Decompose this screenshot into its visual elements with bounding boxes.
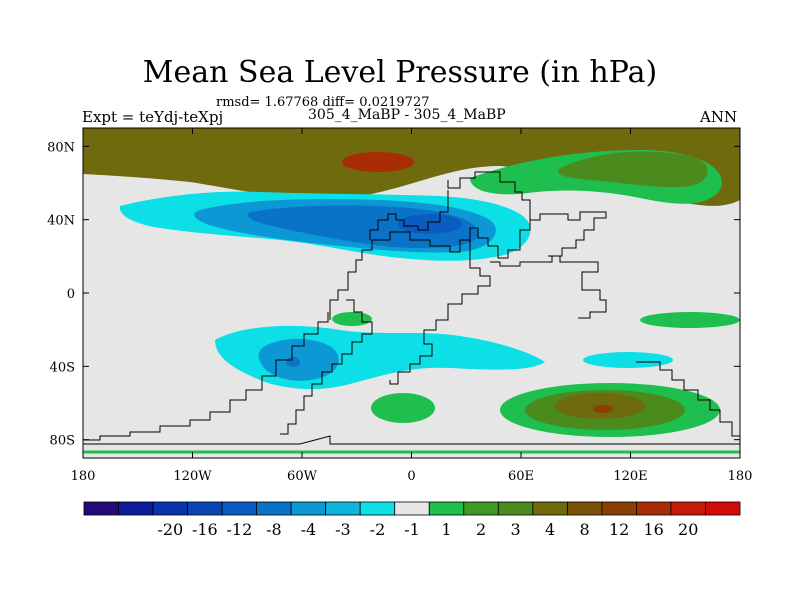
colorbar <box>83 501 741 516</box>
colorbar-label: -8 <box>266 520 282 539</box>
contour-east-green <box>640 312 740 328</box>
x-tick-label: 180 <box>728 469 753 484</box>
coastline-antarctic <box>83 312 329 441</box>
coastline-north <box>329 171 531 320</box>
stats-label: rmsd= 1.67768 diff= 0.0219727 <box>216 95 430 110</box>
colorbar-box <box>497 501 534 516</box>
y-tick-label: 80N <box>47 140 75 155</box>
colorbar-label: 12 <box>609 520 629 539</box>
y-tick-label: 40N <box>47 214 75 229</box>
colorbar-box <box>463 501 499 516</box>
coastline-australia <box>636 361 740 437</box>
colorbar-box <box>532 501 568 516</box>
colorbar-labels: -20 -16 -12 -8 -4 -3 -2 -1 1 2 3 4 8 12 16 20 <box>157 520 698 539</box>
chart-title: Mean Sea Level Pressure (in hPa) <box>142 55 658 90</box>
x-tick-label: 60E <box>508 469 534 484</box>
contour-arctic-mid <box>558 151 708 188</box>
colorbar-label: 2 <box>476 520 486 539</box>
colorbar-label: 4 <box>545 520 555 539</box>
colorbar-label: 20 <box>678 520 698 539</box>
contour-north-trough-core <box>398 214 462 234</box>
colorbar-box <box>394 501 430 516</box>
colorbar-label: 8 <box>580 520 590 539</box>
colorbar-label: 3 <box>510 520 520 539</box>
x-tick-label: 60W <box>287 469 318 484</box>
contour-south-high-core <box>593 405 613 413</box>
y-tick-label: 0 <box>67 287 75 302</box>
contour-arctic-max <box>342 152 414 172</box>
colorbar-label: -16 <box>192 520 218 539</box>
coastline-east <box>548 255 607 319</box>
contour-east-negative <box>583 352 673 368</box>
colorbar-box <box>118 501 154 516</box>
colorbar-label: -12 <box>226 520 252 539</box>
colorbar-box <box>359 501 396 516</box>
colorbar-label: -4 <box>301 520 317 539</box>
contour-south-green-west <box>371 393 435 423</box>
colorbar-box <box>670 501 706 516</box>
colorbar-box <box>152 501 188 516</box>
colorbar-label: -2 <box>370 520 386 539</box>
x-tick-label: 180 <box>71 469 96 484</box>
colorbar-label: -1 <box>404 520 420 539</box>
chart-subtitle: 305_4_MaBP - 305_4_MaBP <box>308 107 506 123</box>
contour-south-trough-core <box>286 357 300 367</box>
colorbar-box <box>83 501 119 516</box>
colorbar-box <box>187 501 223 516</box>
coastline-asia <box>490 211 607 267</box>
colorbar-label: 1 <box>441 520 451 539</box>
colorbar-box <box>221 501 258 516</box>
colorbar-box <box>256 501 292 516</box>
coastline-south-edge <box>83 435 740 445</box>
x-tick-label: 120E <box>613 469 647 484</box>
colorbar-box <box>636 501 672 516</box>
x-tick-label: 0 <box>407 469 415 484</box>
coastline-africa <box>389 236 491 385</box>
colorbar-box <box>601 501 637 516</box>
y-tick-label: 80S <box>50 434 75 449</box>
contour-tropical-green <box>332 312 372 326</box>
colorbar-box <box>705 501 741 516</box>
map-field <box>83 128 740 458</box>
colorbar-label: -3 <box>335 520 351 539</box>
coastline-south-america <box>280 299 373 435</box>
colorbar-box <box>428 501 465 516</box>
colorbar-box <box>325 501 361 516</box>
x-tick-label: 120W <box>173 469 212 484</box>
colorbar-box <box>290 501 327 516</box>
y-tick-label: 40S <box>50 360 75 375</box>
experiment-label: Expt = teYdj-teXpj <box>82 108 224 126</box>
colorbar-label: -20 <box>157 520 183 539</box>
season-label: ANN <box>700 108 738 126</box>
coastline-central <box>369 190 449 240</box>
contour-arctic-positive <box>83 128 740 206</box>
colorbar-box <box>566 501 603 516</box>
y-axis: 80N 40N 0 40S 80S <box>47 140 740 449</box>
x-axis: 180 120W 60W 0 60E 120E 180 <box>71 128 753 484</box>
coastlines <box>83 171 740 445</box>
colorbar-label: 16 <box>644 520 664 539</box>
